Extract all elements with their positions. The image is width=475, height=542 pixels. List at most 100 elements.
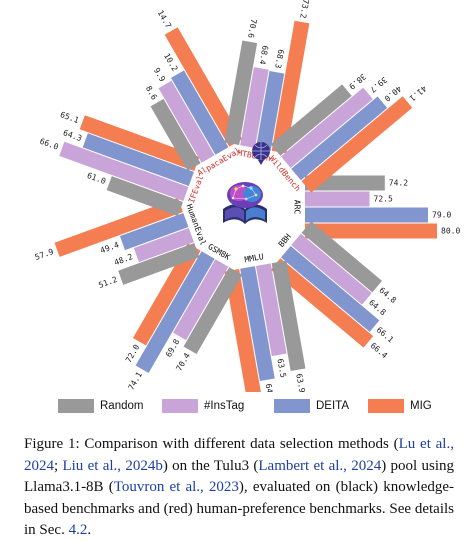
bar-rect [270,84,352,156]
value-label-mmlu--instag: 63.5 [275,358,287,379]
value-label-gsm8k-random: 70.4 [175,351,193,372]
legend-label-instag: #InsTag [204,400,245,412]
bar-ifeval--instag [59,141,189,202]
bar-mmlu--instag [255,263,287,357]
bar-rect [133,227,194,263]
bar-mtbench-deita [255,70,285,151]
bar-rect [240,266,275,382]
bar-bbh-random [301,221,382,293]
bar-bbh-deita [280,245,380,332]
bar-rect [183,267,243,354]
value-label-wildbench-mig: 41.1 [408,84,429,103]
bar-rect [224,268,263,392]
bar-rect [301,221,382,293]
legend-label-random: Random [100,400,144,412]
bar-wildbench--instag [280,87,373,169]
globe-brain-icon [252,142,270,165]
legend-swatch-mig [368,399,404,413]
bar-gsm8k-deita [135,251,215,374]
caption-part: ; [54,457,63,474]
bar-rect [119,212,189,251]
bar-rect [305,207,428,223]
value-label-ifeval-mig: 65.1 [59,110,80,125]
value-label-alpacaeval-random: 8.6 [144,84,159,101]
bar-rect [280,245,380,332]
bar-rect [82,133,194,187]
value-label-mtbench-random: 70.6 [246,18,258,39]
bar-arc-mig [305,223,437,239]
value-label-arc-deita: 79.0 [432,211,451,220]
bar-arc-deita [305,207,428,223]
bar-rect [150,98,201,171]
value-label-mtbench--instag: 68.4 [258,45,270,66]
value-label-humaneval-mig: 57.9 [34,247,55,262]
caption-citation-touvron[interactable]: Touvron et al., 2023 [113,479,239,495]
bar-rect [59,141,189,202]
bar-rect [270,258,374,348]
value-label-arc-mig: 80.0 [441,227,460,236]
bar-rect [305,191,370,207]
value-label-humaneval-deita: 49.4 [99,240,120,255]
bar-wildbench-random [270,84,352,156]
bar-rect [271,260,306,372]
value-label-mtbench-mig: 73.2 [298,0,310,19]
legend: Random #InsTag DEITA MIG [58,398,458,416]
bar-rect [280,87,373,169]
bar-rect [240,67,269,148]
caption-citation-lu[interactable]: Lu et al., 2024 [24,436,454,474]
caption-section-ref[interactable]: 4.2 [68,522,88,538]
bar-mmlu-deita [240,266,275,382]
caption-citation-liu[interactable]: Liu et al., 2024b [62,457,163,474]
bar-humaneval--instag [133,227,194,263]
bar-rect [79,115,200,171]
legend-label-deita: DEITA [316,400,350,412]
value-label-wildbench--instag: 39.7 [368,75,389,94]
figure-caption: Figure 1: Comparison with different data… [24,434,454,542]
value-label-bbh-mig: 66.4 [369,341,390,360]
value-label-alpacaeval-mig: 14.7 [156,9,174,30]
bar-rect [54,197,183,257]
legend-swatch-deita [274,399,310,413]
caption-part: Figure 1: Comparison with different data… [24,436,399,452]
bar-humaneval-random [118,243,200,285]
book-brain-logo [215,177,275,237]
value-label-wildbench-random: 38.9 [347,72,368,91]
bar-rect [291,233,372,305]
bar-humaneval-deita [119,212,189,251]
bar-alpacaeval-mig [164,27,243,147]
bar-rect [132,243,201,346]
caption-citation-lambert[interactable]: Lambert et al., 2024 [258,457,382,474]
value-label-bbh-random: 64.8 [377,286,398,305]
bar-mmlu-random [271,260,306,372]
bar-mtbench-mig [271,20,310,154]
bar-rect [224,40,258,146]
bar-gsm8k-mig [132,243,201,346]
value-label-mmlu-random: 63.9 [294,373,306,392]
bar-mmlu-mig [224,268,263,392]
bar-rect [291,96,388,181]
bar-rect [171,70,229,155]
bar-rect [135,251,215,374]
value-label-humaneval--instag: 48.2 [113,252,134,267]
polar-bar-chart: ARCBBHMMLUGSM8KHumanEvalIFEvalAlpacaEval… [34,0,460,392]
legend-label-mig: MIG [410,400,432,412]
bar-mtbench-random [224,40,258,146]
bar-bbh-mig [270,258,374,348]
bar-arc--instag [305,191,370,207]
bar-gsm8k--instag [173,259,229,341]
bar-rect [255,263,287,357]
bar-humaneval-mig [54,197,183,257]
value-label-arc-random: 74.2 [389,179,408,188]
bar-rect [158,80,215,163]
caption-part: ), evaluated on (black) knowledge-based … [24,479,455,538]
bar-rect [173,259,229,341]
bar-rect [305,223,437,239]
bar-ifeval-deita [82,133,194,187]
bars-layer [54,20,437,392]
bar-mtbench--instag [240,67,269,148]
value-label-bbh-deita: 66.1 [375,325,396,344]
value-label-arc--instag: 72.5 [374,195,393,204]
bar-bbh--instag [291,233,372,305]
bar-rect [164,27,243,147]
caption-part: . [87,522,92,538]
